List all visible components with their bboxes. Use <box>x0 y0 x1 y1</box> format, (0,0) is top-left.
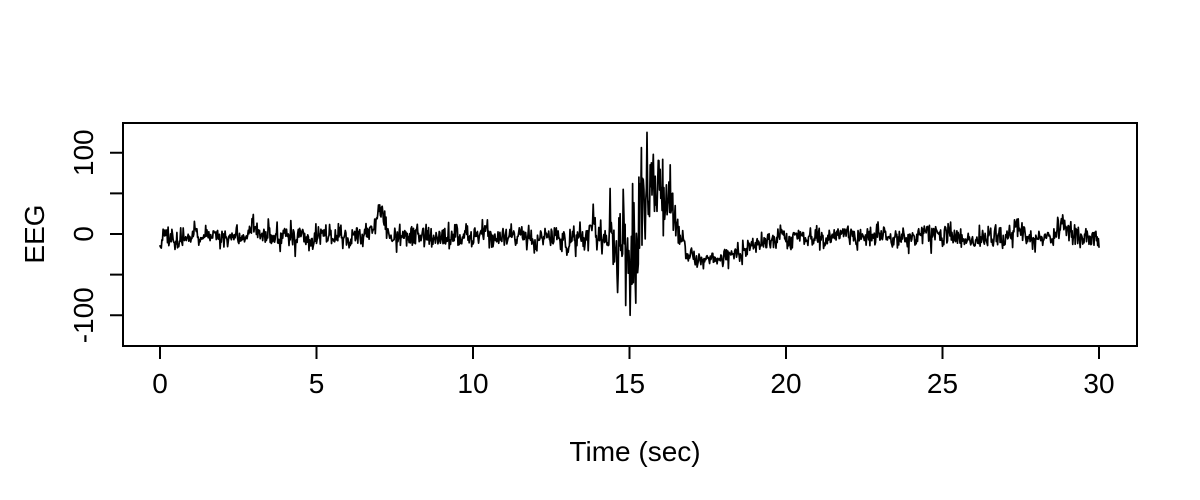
x-tick-label: 10 <box>457 368 488 399</box>
y-axis: -100 0 100 <box>68 129 123 343</box>
y-axis-title: EEG <box>19 204 50 263</box>
x-tick-label: 30 <box>1083 368 1114 399</box>
x-tick-label: 5 <box>309 368 325 399</box>
x-tick-label: 0 <box>152 368 168 399</box>
y-tick-label: 100 <box>68 129 99 176</box>
x-axis-title: Time (sec) <box>569 436 700 467</box>
x-tick-label: 15 <box>614 368 645 399</box>
y-tick-label: 0 <box>68 226 99 242</box>
x-axis: 0 5 10 15 20 25 30 <box>152 346 1115 399</box>
y-tick-label: -100 <box>68 287 99 343</box>
x-tick-label: 25 <box>927 368 958 399</box>
eeg-signal-line <box>159 131 1100 317</box>
x-tick-label: 20 <box>770 368 801 399</box>
